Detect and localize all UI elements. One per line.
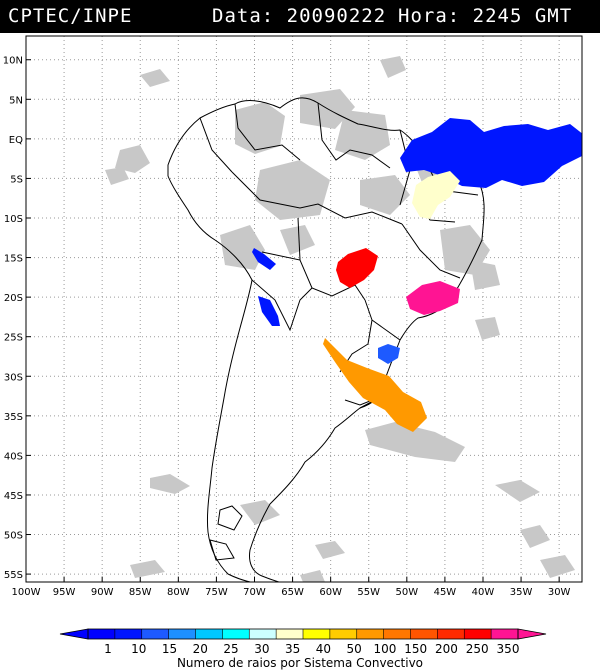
- lon-label: 35W: [510, 587, 533, 598]
- lon-label: 95W: [53, 587, 76, 598]
- lat-label: 25S: [4, 333, 23, 344]
- lon-label: 40W: [472, 587, 495, 598]
- legend-arrow-left: [59, 628, 89, 640]
- lat-label: 30S: [4, 372, 23, 383]
- lat-label: 50S: [4, 531, 23, 542]
- lon-label: 55W: [357, 587, 380, 598]
- legend-label: 10: [131, 642, 146, 656]
- legend-label: 350: [497, 642, 520, 656]
- legend-arrow-right: [517, 628, 547, 640]
- lat-label: 40S: [4, 451, 23, 462]
- lon-label: 80W: [167, 587, 190, 598]
- title-bar: CPTEC/INPE Data: 20090222 Hora: 2245 GMT: [0, 0, 600, 33]
- legend-label: 100: [373, 642, 396, 656]
- legend-color-swatch: [356, 629, 385, 639]
- legend-labels: 1 10 15 20 25 30 35 40 50 100 150 200 250 350: [104, 642, 519, 656]
- map-plot-area: [26, 36, 582, 582]
- convective-systems: [252, 118, 582, 432]
- lat-label: 15S: [4, 254, 23, 265]
- lat-label: EQ: [9, 135, 23, 146]
- lon-label: 90W: [91, 587, 114, 598]
- lon-label: 60W: [319, 587, 342, 598]
- legend-color-swatch: [88, 629, 116, 639]
- legend-label: 50: [347, 642, 362, 656]
- convective-systems-map: 10N5NEQ5S10S15S20S25S30S35S40S45S50S55S …: [3, 35, 583, 598]
- legend-color-swatch: [329, 629, 358, 639]
- lon-label: 100W: [12, 587, 41, 598]
- lat-label: 10N: [3, 56, 23, 67]
- legend-label: 25: [223, 642, 238, 656]
- lon-label: 50W: [396, 587, 419, 598]
- southern-brazil-blue-cluster: [378, 344, 400, 364]
- lat-label: 35S: [4, 412, 23, 423]
- latitude-labels: 10N 5N EQ 5S 10S 15S 20S 25S 30S 35S 40S 45S 50S 55S: [3, 56, 31, 581]
- date-label: Data: 20090222: [212, 5, 387, 27]
- legend: 1 10 15 20 25 30 35 40 50 100 150 200 250 350 Numero …: [59, 628, 547, 670]
- legend-color-swatch: [168, 629, 196, 639]
- legend-label: 15: [162, 642, 177, 656]
- legend-color-swatch: [383, 629, 411, 639]
- legend-color-swatch: [141, 629, 170, 639]
- source-label: CPTEC/INPE: [8, 5, 133, 27]
- lat-label: 10S: [4, 214, 23, 225]
- ceara-light-yellow-cluster: [412, 171, 460, 219]
- lon-label: 30W: [548, 587, 571, 598]
- legend-colorbar: [59, 628, 547, 640]
- legend-color-swatch: [491, 629, 519, 639]
- legend-label: 20: [193, 642, 208, 656]
- lon-label: 75W: [205, 587, 228, 598]
- legend-color-swatch: [195, 629, 223, 639]
- lat-label: 20S: [4, 293, 23, 304]
- legend-color-swatch: [437, 629, 465, 639]
- lat-label: 55S: [4, 570, 23, 581]
- legend-color-swatch: [410, 629, 438, 639]
- minas-gerais-magenta-cluster: [406, 281, 460, 315]
- legend-label: 35: [285, 642, 300, 656]
- bolivia-blue-cluster: [252, 248, 276, 270]
- map-frame: [25, 35, 583, 583]
- lon-label: 65W: [281, 587, 304, 598]
- northeast-brazil-blue-cluster: [400, 118, 582, 188]
- lat-lon-grid: [26, 36, 582, 582]
- legend-color-swatch: [303, 629, 331, 639]
- patagonia-islands: [209, 505, 243, 561]
- time-label: Hora: 2245 GMT: [398, 5, 573, 27]
- lat-label: 5N: [9, 95, 23, 106]
- lat-label: 45S: [4, 491, 23, 502]
- longitude-labels: 100W 95W 90W 85W 80W 75W 70W 65W 60W 55W 50W 45W 40W…: [12, 577, 571, 598]
- uruguay-orange-cluster: [323, 338, 427, 432]
- legend-label: 40: [316, 642, 331, 656]
- legend-color-swatch: [222, 629, 250, 639]
- legend-color-swatch: [276, 629, 304, 639]
- chile-blue-cluster: [258, 296, 280, 326]
- legend-label: 150: [404, 642, 427, 656]
- lon-label: 85W: [129, 587, 152, 598]
- legend-color-swatch: [114, 629, 143, 639]
- legend-title: Numero de raios por Sistema Convectivo: [177, 656, 423, 670]
- legend-color-swatch: [464, 629, 492, 639]
- lon-label: 45W: [434, 587, 457, 598]
- legend-label: 250: [466, 642, 489, 656]
- legend-label: 30: [254, 642, 269, 656]
- mato-grosso-red-cluster: [336, 248, 378, 288]
- legend-label: 200: [435, 642, 458, 656]
- legend-label: 1: [104, 642, 112, 656]
- lat-label: 5S: [10, 174, 23, 185]
- legend-color-swatch: [249, 629, 277, 639]
- lon-label: 70W: [243, 587, 266, 598]
